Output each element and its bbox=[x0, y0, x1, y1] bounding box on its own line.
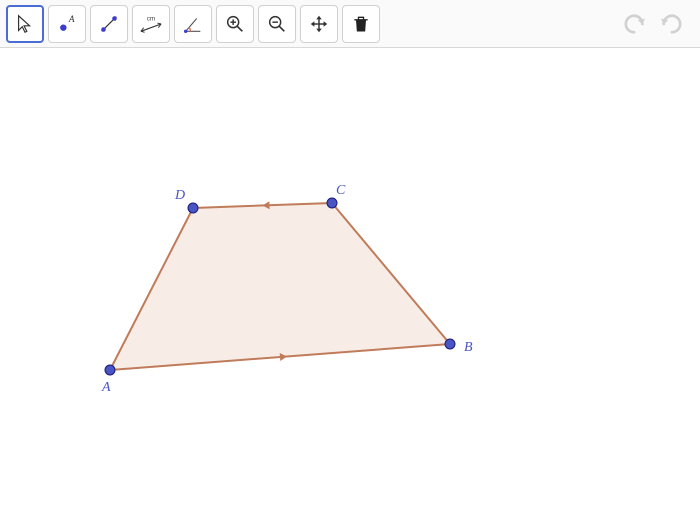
pan-tool[interactable] bbox=[300, 5, 338, 43]
angle-tool[interactable] bbox=[174, 5, 212, 43]
line-icon bbox=[98, 13, 120, 35]
geometry-canvas[interactable]: ABCD bbox=[0, 48, 700, 500]
delete-tool[interactable] bbox=[342, 5, 380, 43]
line-tool[interactable] bbox=[90, 5, 128, 43]
redo-button[interactable] bbox=[656, 9, 686, 39]
svg-text:A: A bbox=[68, 14, 75, 24]
cursor-icon bbox=[14, 13, 36, 35]
distance-icon: cm bbox=[138, 13, 164, 35]
distance-tool[interactable]: cm bbox=[132, 5, 170, 43]
point-icon: A bbox=[56, 13, 78, 35]
zoom-in-icon bbox=[224, 13, 246, 35]
toolbar: A cm bbox=[0, 0, 700, 48]
undo-redo-group bbox=[620, 9, 686, 39]
svg-text:cm: cm bbox=[147, 15, 156, 22]
zoom-in-tool[interactable] bbox=[216, 5, 254, 43]
geometry-svg bbox=[0, 48, 700, 500]
zoom-out-tool[interactable] bbox=[258, 5, 296, 43]
move-tool[interactable] bbox=[6, 5, 44, 43]
zoom-out-icon bbox=[266, 13, 288, 35]
angle-icon bbox=[182, 13, 204, 35]
pan-icon bbox=[308, 13, 330, 35]
point-tool[interactable]: A bbox=[48, 5, 86, 43]
redo-icon bbox=[658, 13, 684, 35]
trash-icon bbox=[351, 14, 371, 34]
undo-icon bbox=[622, 13, 648, 35]
undo-button[interactable] bbox=[620, 9, 650, 39]
